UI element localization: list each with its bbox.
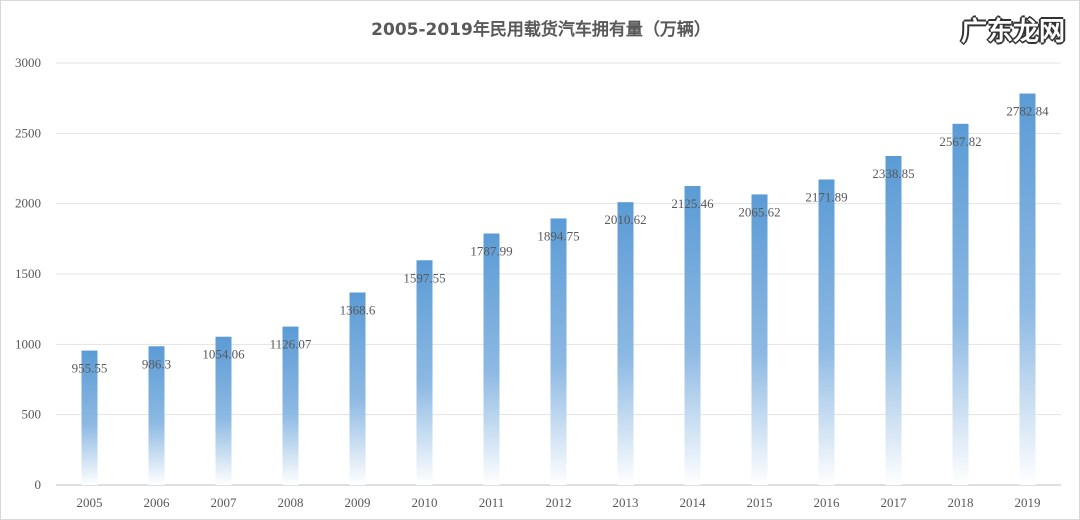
x-tick-label: 2005 [77, 495, 103, 510]
x-tick-label: 2010 [412, 495, 438, 510]
data-label: 2338.85 [872, 166, 914, 181]
y-tick-label: 1000 [15, 336, 41, 351]
y-tick-label: 1500 [15, 266, 41, 281]
y-tick-label: 2500 [15, 125, 41, 140]
data-label: 2065.62 [738, 204, 780, 219]
y-tick-label: 3000 [15, 55, 41, 70]
data-label: 1368.6 [340, 302, 376, 317]
data-label: 2782.84 [1006, 104, 1049, 119]
x-tick-label: 2019 [1015, 495, 1041, 510]
y-tick-label: 2000 [15, 196, 41, 211]
watermark-logo: 广东龙网 [960, 17, 1065, 47]
x-tick-label: 2008 [278, 495, 304, 510]
bar-2013 [617, 202, 634, 485]
x-tick-label: 2006 [144, 495, 171, 510]
bar-2007 [215, 336, 232, 485]
bar-2015 [751, 194, 768, 485]
bar-2016 [818, 179, 835, 485]
x-tick-label: 2011 [479, 495, 505, 510]
data-label: 2125.46 [671, 196, 714, 211]
x-tick-label: 2015 [747, 495, 773, 510]
bar-2019 [1019, 93, 1036, 485]
x-tick-label: 2018 [948, 495, 974, 510]
x-tick-label: 2009 [345, 495, 371, 510]
bar-2005 [81, 350, 98, 485]
bar-2008 [282, 326, 299, 485]
chart-title: 2005-2019年民用载货汽车拥有量（万辆） [371, 20, 711, 40]
bar-2017 [885, 156, 902, 485]
data-label: 2010.62 [604, 212, 646, 227]
y-tick-label: 0 [35, 477, 42, 492]
bar-2011 [483, 233, 500, 485]
bar-2012 [550, 218, 567, 485]
x-tick-label: 2016 [814, 495, 841, 510]
data-label: 2567.82 [939, 134, 981, 149]
bar-2014 [684, 186, 701, 486]
data-label: 1597.55 [403, 270, 445, 285]
data-label: 1894.75 [537, 228, 579, 243]
data-label: 1054.06 [202, 347, 245, 362]
data-label: 955.55 [72, 361, 108, 376]
x-tick-label: 2007 [211, 495, 238, 510]
x-tick-label: 2014 [680, 495, 707, 510]
bar-2009 [349, 292, 366, 485]
bar-2006 [148, 346, 165, 485]
data-label: 986.3 [142, 356, 171, 371]
data-label: 1787.99 [470, 243, 512, 258]
data-label: 2171.89 [805, 189, 847, 204]
bar-2018 [952, 123, 969, 485]
data-label: 1126.07 [270, 337, 312, 352]
x-tick-label: 2013 [613, 495, 639, 510]
y-tick-label: 500 [22, 407, 42, 422]
bar-2010 [416, 260, 433, 485]
x-tick-label: 2017 [881, 495, 908, 510]
x-tick-label: 2012 [546, 495, 572, 510]
